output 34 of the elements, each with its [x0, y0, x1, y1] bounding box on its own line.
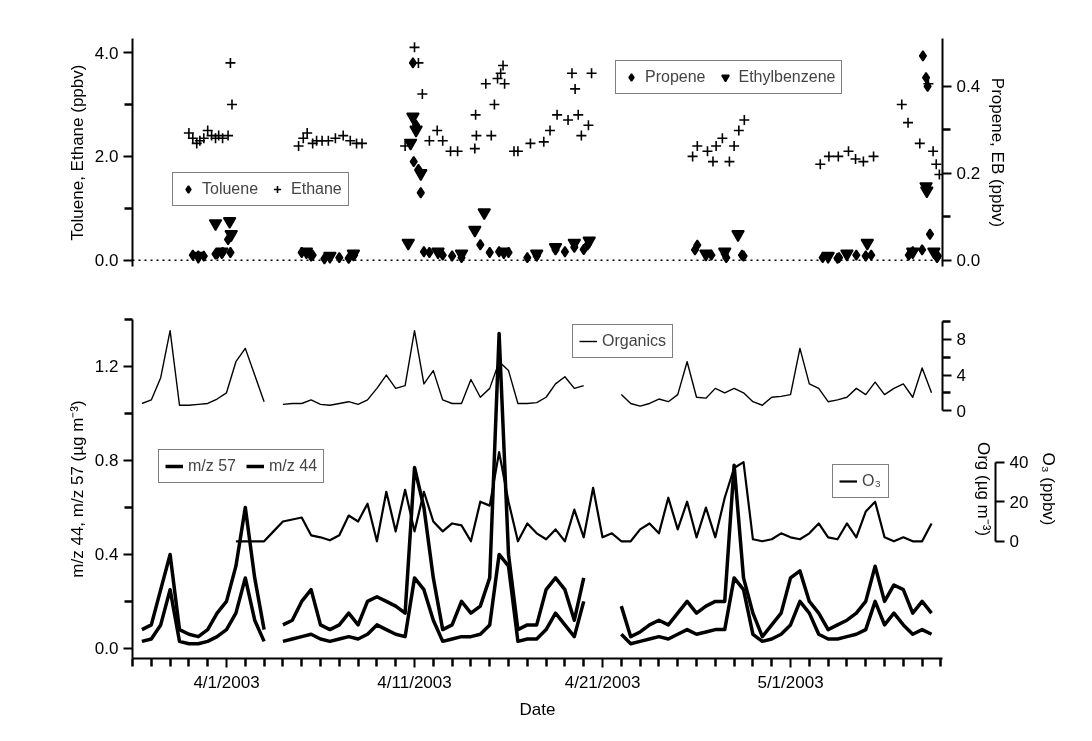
y-tick-label: 0.4	[94, 545, 119, 565]
y3-tick-label: 20	[1009, 492, 1029, 512]
y2-tick-label: 0.4	[956, 77, 981, 97]
legend-label: m/z 57	[188, 457, 237, 475]
y2-axis-title: Org (µg m⁻³)	[973, 441, 993, 537]
y-tick-label: 4.0	[94, 43, 119, 63]
legend-label: O₃	[862, 472, 882, 490]
x-tick-label: 5/1/2003	[757, 672, 824, 692]
y-axis-title: m/z 44, m/z 57 (µg m⁻³)	[67, 400, 87, 578]
y3-tick-label: 0	[1009, 532, 1019, 552]
legend-label: Toluene	[202, 180, 259, 198]
y-tick-label: 0.0	[94, 639, 119, 659]
y3-axis-title: O₃ (ppbv)	[1039, 452, 1059, 526]
x-tick-label: 4/11/2003	[377, 672, 452, 692]
y2-tick-label: 0	[956, 401, 966, 421]
y-tick-label: 2.0	[94, 147, 119, 167]
y-tick-label: 1.2	[94, 357, 119, 377]
y2-tick-label: 0.0	[956, 251, 981, 271]
y2-tick-label: 4	[956, 366, 966, 386]
y2-axis-title: Propene, EB (ppbv)	[988, 77, 1008, 228]
legend-label: Ethane	[291, 180, 342, 198]
x-tick-label: 4/1/2003	[193, 672, 260, 692]
y-tick-label: 0.0	[94, 251, 119, 271]
y2-tick-label: 0.2	[956, 164, 981, 184]
legend-label: Organics	[602, 332, 667, 350]
x-axis-title: Date	[519, 699, 556, 719]
y3-tick-label: 40	[1009, 453, 1029, 473]
y-axis-title: Toluene, Ethane (ppbv)	[67, 64, 87, 241]
y2-tick-label: 8	[956, 330, 966, 350]
legend-label: m/z 44	[269, 457, 318, 475]
legend-label: Propene	[645, 68, 706, 86]
y-tick-label: 0.8	[94, 451, 119, 471]
legend-label: Ethylbenzene	[738, 68, 836, 86]
x-tick-label: 4/21/2003	[564, 672, 641, 692]
